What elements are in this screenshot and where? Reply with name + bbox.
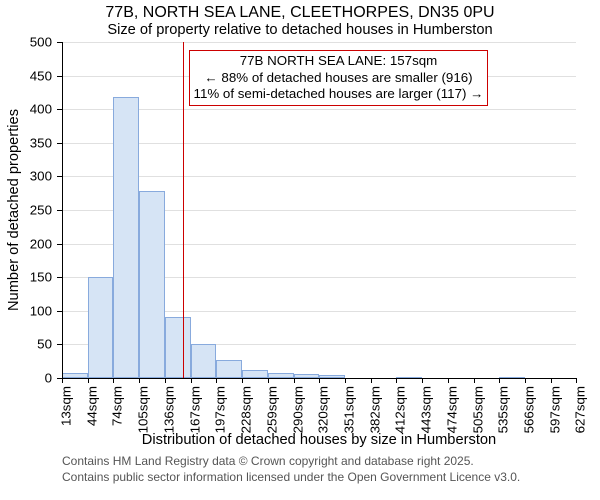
subtitle: Size of property relative to detached ho… <box>0 22 600 38</box>
x-tick-mark <box>525 378 526 383</box>
x-tick-label: 351sqm <box>341 386 356 433</box>
x-tick-label: 136sqm <box>161 386 176 433</box>
gridline <box>62 143 576 144</box>
x-tick-label: 228sqm <box>238 386 253 433</box>
y-tick-label: 0 <box>0 371 52 386</box>
x-tick-mark <box>576 378 577 383</box>
x-tick-mark <box>345 378 346 383</box>
x-tick-label: 535sqm <box>495 386 510 433</box>
histogram-bar <box>139 191 165 378</box>
y-axis <box>62 42 63 378</box>
x-tick-mark <box>474 378 475 383</box>
x-tick-label: 412sqm <box>393 386 408 433</box>
histogram-bar <box>113 97 139 378</box>
x-tick-mark <box>319 378 320 383</box>
x-tick-label: 382sqm <box>367 386 382 433</box>
address-line: 77B, NORTH SEA LANE, CLEETHORPES, DN35 0… <box>0 4 600 22</box>
x-tick-mark <box>242 378 243 383</box>
x-tick-label: 597sqm <box>547 386 562 433</box>
x-tick-label: 320sqm <box>316 386 331 433</box>
x-tick-mark <box>551 378 552 383</box>
footer: Contains HM Land Registry data © Crown c… <box>62 454 520 485</box>
gridline <box>62 109 576 110</box>
x-tick-label: 566sqm <box>521 386 536 433</box>
x-tick-mark <box>499 378 500 383</box>
annotation-line2: ← 88% of detached houses are smaller (91… <box>194 70 484 87</box>
x-tick-label: 197sqm <box>213 386 228 433</box>
x-tick-label: 474sqm <box>444 386 459 433</box>
x-tick-label: 505sqm <box>470 386 485 433</box>
x-tick-label: 627sqm <box>573 386 588 433</box>
annotation-box: 77B NORTH SEA LANE: 157sqm← 88% of detac… <box>189 50 489 106</box>
x-tick-label: 74sqm <box>110 386 125 426</box>
x-tick-mark <box>422 378 423 383</box>
histogram-bar <box>88 277 113 378</box>
footer-line2: Contains public sector information licen… <box>62 470 520 486</box>
annotation-line3: 11% of semi-detached houses are larger (… <box>194 86 484 103</box>
histogram-bar <box>191 344 216 378</box>
x-tick-mark <box>268 378 269 383</box>
x-tick-label: 105sqm <box>136 386 151 433</box>
chart-titles: 77B, NORTH SEA LANE, CLEETHORPES, DN35 0… <box>0 4 600 38</box>
gridline <box>62 42 576 43</box>
x-tick-label: 290sqm <box>290 386 305 433</box>
x-tick-mark <box>62 378 63 383</box>
reference-line <box>183 42 184 378</box>
x-tick-mark <box>448 378 449 383</box>
y-axis-title: Number of detached properties <box>6 109 22 311</box>
histogram-bar <box>165 317 191 378</box>
x-axis-title: Distribution of detached houses by size … <box>142 432 496 448</box>
x-tick-label: 443sqm <box>418 386 433 433</box>
x-tick-mark <box>396 378 397 383</box>
x-tick-mark <box>88 378 89 383</box>
x-tick-mark <box>216 378 217 383</box>
histogram-bar <box>216 360 242 378</box>
x-tick-mark <box>165 378 166 383</box>
x-tick-label: 167sqm <box>187 386 202 433</box>
x-tick-mark <box>191 378 192 383</box>
x-tick-mark <box>294 378 295 383</box>
x-tick-mark <box>139 378 140 383</box>
x-tick-label: 259sqm <box>264 386 279 433</box>
footer-line1: Contains HM Land Registry data © Crown c… <box>62 454 520 470</box>
x-tick-mark <box>113 378 114 383</box>
x-tick-label: 44sqm <box>84 386 99 426</box>
y-tick-label: 450 <box>0 68 52 83</box>
annotation-line1: 77B NORTH SEA LANE: 157sqm <box>194 53 484 70</box>
x-tick-mark <box>371 378 372 383</box>
gridline <box>62 176 576 177</box>
x-tick-label: 13sqm <box>59 386 74 426</box>
y-tick-label: 500 <box>0 35 52 50</box>
y-tick-label: 50 <box>0 337 52 352</box>
histogram-bar <box>242 370 268 378</box>
